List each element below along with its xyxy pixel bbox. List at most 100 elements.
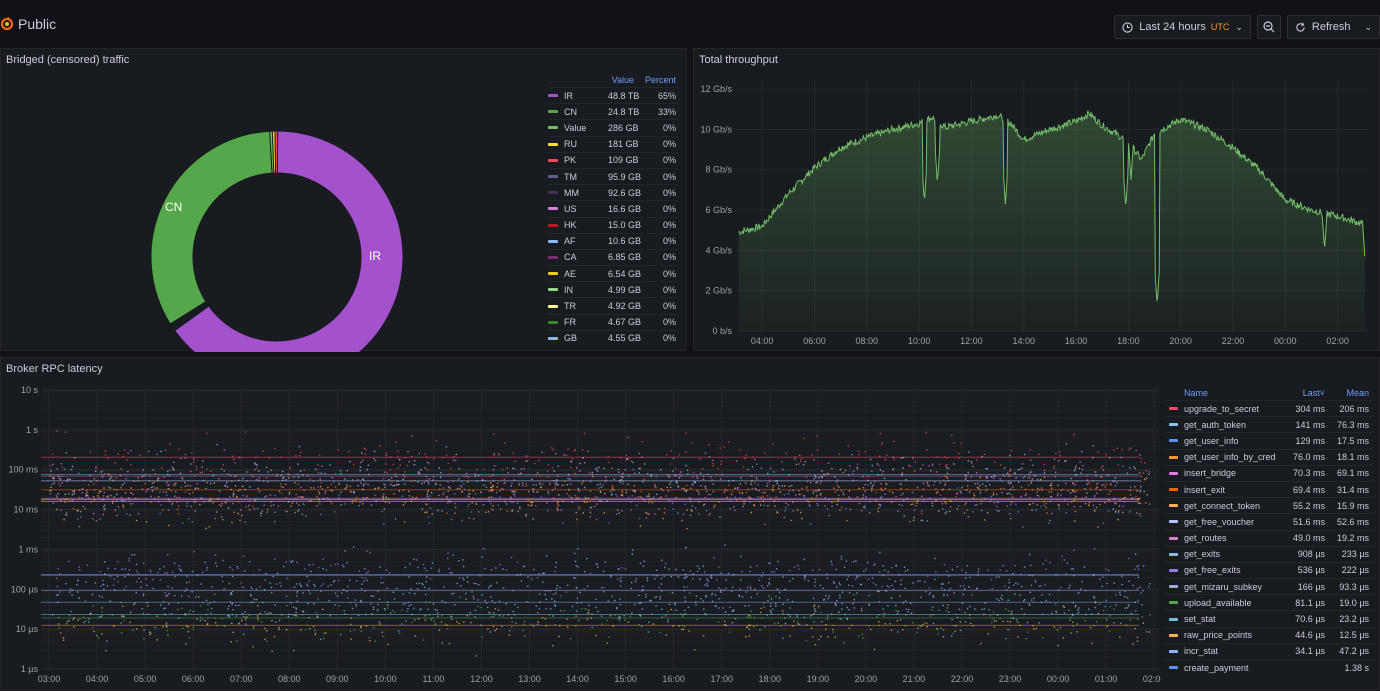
traffic-legend-row-ae[interactable]: AE 6.54 GB 0% [548, 265, 678, 281]
y-tick-label: 100 ms [8, 465, 38, 475]
latency-legend-row[interactable]: get_user_info_by_cred 76.0 ms 18.1 ms [1165, 448, 1375, 465]
legend-col-name[interactable]: Name [1184, 388, 1209, 398]
legend-series-name: upgrade_to_secret [1165, 404, 1281, 414]
traffic-legend-row-gb[interactable]: GB 4.55 GB 0% [548, 329, 678, 346]
legend-swatch [548, 223, 558, 227]
legend-swatch [548, 304, 558, 308]
latency-legend-row[interactable]: upgrade_to_secret 304 ms 206 ms [1165, 400, 1375, 416]
latency-legend-row[interactable]: get_routes 49.0 ms 19.2 ms [1165, 529, 1375, 546]
traffic-legend-row-cn[interactable]: CN 24.8 TB 33% [548, 103, 678, 119]
legend-label: get_auth_token [1184, 419, 1247, 430]
y-tick-label: 10 s [21, 385, 39, 395]
legend-series-name: MM [548, 188, 608, 198]
latency-legend-row[interactable]: get_free_voucher 51.6 ms 52.6 ms [1165, 513, 1375, 529]
legend-col-value[interactable]: Value [611, 75, 634, 85]
traffic-legend-row-ru[interactable]: RU 181 GB 0% [548, 135, 678, 152]
legend-mean: 69.1 ms [1336, 468, 1369, 479]
traffic-legend-header: Value Percent [548, 73, 678, 87]
legend-label: Value [564, 122, 587, 133]
legend-swatch [1169, 471, 1178, 475]
scatter-series-incr_stat [57, 570, 1151, 633]
throughput-chart: 0 b/s 2 Gb/s 4 Gb/s 6 Gb/s 8 Gb/s 10 Gb/s 12 G… [700, 79, 1369, 346]
latency-legend-row[interactable]: create_payment 1.38 s [1165, 659, 1375, 675]
time-range-picker[interactable]: Last 24 hours UTC ⌄ [1114, 15, 1251, 39]
traffic-panel-title[interactable]: Bridged (censored) traffic [6, 54, 130, 66]
scatter-series-get_mizaru_subkey [56, 561, 1150, 623]
y-tick-label: 1 µs [21, 664, 39, 674]
x-tick-label: 23:00 [999, 674, 1022, 684]
latency-legend-row[interactable]: insert_exit 69.4 ms 31.4 ms [1165, 480, 1375, 497]
donut-label-cn: CN [165, 200, 182, 214]
traffic-legend-row-hk[interactable]: HK 15.0 GB 0% [548, 216, 678, 233]
traffic-legend-row-af[interactable]: AF 10.6 GB 0% [548, 232, 678, 249]
traffic-legend-row-tm[interactable]: TM 95.9 GB 0% [548, 167, 678, 184]
legend-mean: 15.9 ms [1336, 500, 1369, 511]
x-tick-label: 18:00 [759, 674, 782, 684]
latency-legend-row[interactable]: incr_stat 34.1 µs 47.2 µs [1165, 642, 1375, 659]
legend-mean: 93.3 µs [1339, 581, 1369, 592]
traffic-legend-row-pk[interactable]: PK 109 GB 0% [548, 151, 678, 168]
y-tick-label: 2 Gb/s [705, 286, 732, 296]
legend-col-mean[interactable]: Mean [1346, 388, 1369, 398]
legend-series-name: get_user_info [1165, 436, 1281, 446]
traffic-donut-chart: CN IR [150, 130, 404, 352]
latency-legend-row[interactable]: get_user_info 129 ms 17.5 ms [1165, 432, 1375, 448]
latency-legend-row[interactable]: get_connect_token 55.2 ms 15.9 ms [1165, 497, 1375, 513]
x-tick-label: 03:00 [38, 674, 61, 684]
legend-series-name: get_free_voucher [1165, 517, 1281, 527]
throughput-line [738, 110, 1366, 301]
traffic-legend-row-fr[interactable]: FR 4.67 GB 0% [548, 313, 678, 330]
x-tick-label: 22:00 [1222, 336, 1245, 346]
zoom-out-icon [1263, 21, 1275, 33]
legend-mean: 17.5 ms [1336, 435, 1369, 446]
legend-swatch [548, 142, 558, 146]
refresh-button[interactable]: Refresh ⌄ [1286, 15, 1380, 39]
donut-label-ir: IR [369, 249, 381, 263]
legend-swatch [548, 191, 558, 195]
y-tick-label: 1 ms [18, 544, 38, 554]
legend-label: get_free_exits [1184, 565, 1241, 576]
traffic-legend-row-tr[interactable]: TR 4.92 GB 0% [548, 297, 678, 313]
traffic-legend-row-us[interactable]: US 16.6 GB 0% [548, 200, 678, 216]
traffic-legend-row-ir[interactable]: IR 48.8 TB 65% [548, 87, 678, 103]
legend-label: incr_stat [1184, 646, 1219, 657]
latency-legend-row[interactable]: set_stat 70.6 µs 23.2 µs [1165, 610, 1375, 626]
latency-legend-row[interactable]: get_free_exits 536 µs 222 µs [1165, 561, 1375, 578]
legend-last: 44.6 µs [1295, 630, 1325, 641]
legend-value: 4.55 GB [608, 333, 642, 344]
traffic-legend-row-ca[interactable]: CA 6.85 GB 0% [548, 248, 678, 265]
refresh-interval-chevron-icon[interactable]: ⌄ [1364, 21, 1372, 32]
legend-mean: 23.2 µs [1339, 614, 1369, 625]
latency-legend-row[interactable]: get_auth_token 141 ms 76.3 ms [1165, 416, 1375, 432]
legend-label: get_connect_token [1184, 500, 1261, 511]
time-range-label: Last 24 hours [1139, 21, 1206, 33]
latency-legend-row[interactable]: upload_available 81.1 µs 19.0 µs [1165, 594, 1375, 610]
traffic-legend-row-in[interactable]: IN 4.99 GB 0% [548, 281, 678, 297]
legend-value: 4.67 GB [608, 317, 642, 328]
latency-legend-row[interactable]: get_exits 908 µs 233 µs [1165, 545, 1375, 562]
dashboard-title: Public [18, 16, 57, 32]
traffic-legend-row-value[interactable]: Value 286 GB 0% [548, 119, 678, 135]
refresh-icon [1296, 21, 1305, 32]
legend-label: CN [564, 106, 577, 117]
latency-legend-row[interactable]: insert_bridge 70.3 ms 69.1 ms [1165, 464, 1375, 481]
legend-mean: 76.3 ms [1336, 419, 1369, 430]
legend-value: 10.6 GB [608, 236, 642, 247]
latency-legend-row[interactable]: get_mizaru_subkey 166 µs 93.3 µs [1165, 578, 1375, 594]
legend-col-last[interactable]: Last˅ [1302, 388, 1325, 398]
zoom-out-button[interactable] [1256, 15, 1281, 39]
legend-label: get_exits [1184, 549, 1221, 560]
latency-legend-row[interactable]: raw_price_points 44.6 µs 12.5 µs [1165, 626, 1375, 643]
legend-swatch [548, 336, 558, 340]
x-tick-label: 02:00 [1143, 674, 1161, 684]
legend-last: 34.1 µs [1295, 646, 1325, 657]
latency-panel-title[interactable]: Broker RPC latency [6, 363, 103, 375]
legend-swatch [1169, 649, 1178, 653]
legend-value: 4.92 GB [608, 301, 642, 312]
legend-col-percent[interactable]: Percent [644, 75, 676, 85]
legend-last: 908 µs [1297, 549, 1325, 560]
throughput-panel-title[interactable]: Total throughput [699, 54, 778, 66]
x-tick-label: 13:00 [518, 674, 541, 684]
legend-last: 49.0 ms [1292, 533, 1325, 544]
traffic-legend-row-mm[interactable]: MM 92.6 GB 0% [548, 184, 678, 200]
